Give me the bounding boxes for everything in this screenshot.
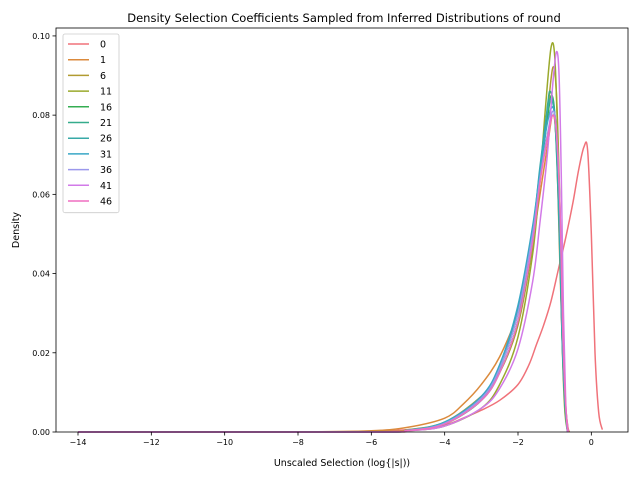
x-tick-label: −14: [70, 438, 87, 447]
series-line-1: [77, 114, 571, 433]
x-tick-label: −12: [143, 438, 160, 447]
plot-frame: [55, 27, 629, 433]
y-tick-label: 0.10: [32, 32, 50, 41]
legend-label: 11: [100, 87, 112, 98]
x-tick-label: −6: [365, 438, 377, 447]
x-tick-label: −8: [292, 438, 304, 447]
x-tick-label: 0: [589, 438, 594, 447]
plot-lines: [77, 41, 604, 433]
legend-label: 41: [100, 181, 112, 192]
y-axis-ticks: 0.00 0.02 0.04 0.06 0.08 0.10: [32, 32, 56, 437]
legend-box: [62, 33, 120, 214]
x-axis-ticks: −14 −12 −10 −8 −6 −4 −2 0: [70, 432, 594, 447]
legend-label: 0: [100, 40, 106, 51]
legend-label: 26: [100, 134, 112, 145]
y-tick-label: 0.02: [32, 349, 50, 358]
x-tick-label: −10: [216, 438, 233, 447]
legend-label: 16: [100, 102, 112, 113]
legend-label: 6: [100, 71, 106, 82]
legend-label: 36: [100, 165, 112, 176]
x-axis-label: Unscaled Selection (log{|s|)): [274, 458, 410, 469]
x-tick-label: −2: [512, 438, 524, 447]
legend-label: 1: [100, 55, 106, 66]
y-tick-label: 0.00: [32, 428, 50, 437]
y-tick-label: 0.08: [32, 111, 50, 120]
y-axis-label: Density: [11, 212, 22, 248]
y-tick-label: 0.06: [32, 190, 50, 199]
y-tick-label: 0.04: [32, 270, 50, 279]
series-line-41: [77, 50, 569, 433]
chart-title: Density Selection Coefficients Sampled f…: [127, 11, 561, 25]
legend-label: 21: [100, 118, 112, 129]
series-line-11: [77, 41, 569, 433]
series-line-46: [77, 114, 569, 433]
legend-label: 46: [100, 197, 112, 208]
legend-label: 31: [100, 149, 112, 160]
x-tick-label: −4: [439, 438, 451, 447]
